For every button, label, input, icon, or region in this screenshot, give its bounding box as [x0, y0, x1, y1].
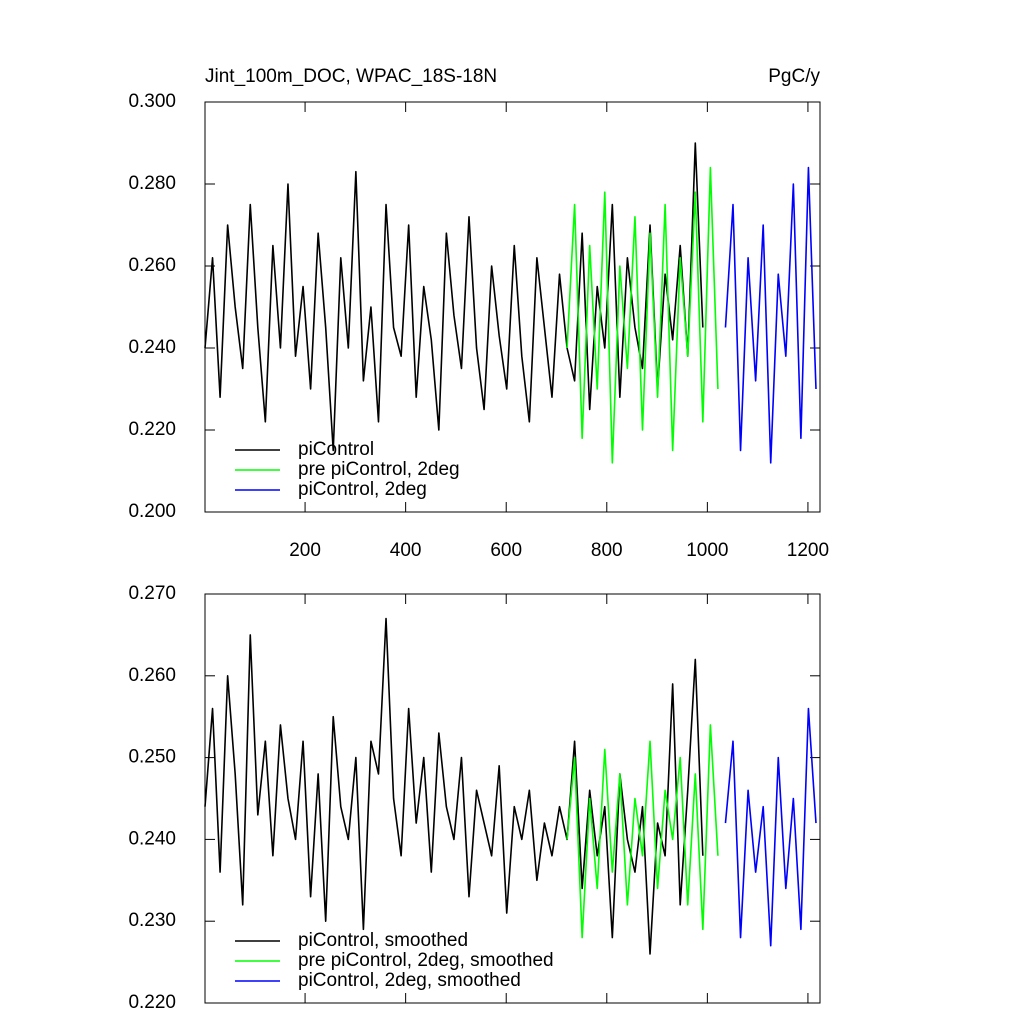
y-tick-label: 0.250	[128, 747, 176, 768]
series-line	[566, 724, 719, 939]
plot-frame	[204, 101, 821, 513]
series-line	[566, 166, 719, 464]
units-label: PgC/y	[768, 66, 820, 87]
y-tick-label: 0.230	[128, 910, 176, 931]
legend-label: piControl	[298, 439, 374, 460]
y-tick-label: 0.220	[128, 419, 176, 440]
legend-label: piControl, 2deg, smoothed	[298, 970, 521, 991]
y-tick-label: 0.300	[128, 91, 176, 112]
y-tick-label: 0.220	[128, 992, 176, 1013]
y-tick-label: 0.260	[128, 665, 176, 686]
x-tick-label: 200	[289, 540, 321, 561]
x-tick-label: 1000	[686, 540, 728, 561]
x-tick-label: 1200	[787, 540, 829, 561]
x-tick-label: 400	[390, 540, 422, 561]
y-tick-label: 0.240	[128, 337, 176, 358]
legend-label: piControl, 2deg	[298, 479, 427, 500]
x-tick-label: 600	[490, 540, 522, 561]
series-line	[724, 707, 817, 947]
series-line	[204, 142, 704, 452]
legend-label: pre piControl, 2deg, smoothed	[298, 950, 554, 971]
chart-title: Jint_100m_DOC, WPAC_18S-18N	[205, 66, 497, 87]
x-tick-label: 800	[591, 540, 623, 561]
series-line	[724, 166, 817, 464]
y-tick-label: 0.260	[128, 255, 176, 276]
y-tick-label: 0.240	[128, 828, 176, 849]
y-tick-label: 0.280	[128, 173, 176, 194]
legend-label: piControl, smoothed	[298, 930, 468, 951]
y-tick-label: 0.270	[128, 583, 176, 604]
legend-label: pre piControl, 2deg	[298, 459, 460, 480]
y-tick-label: 0.200	[128, 501, 176, 522]
